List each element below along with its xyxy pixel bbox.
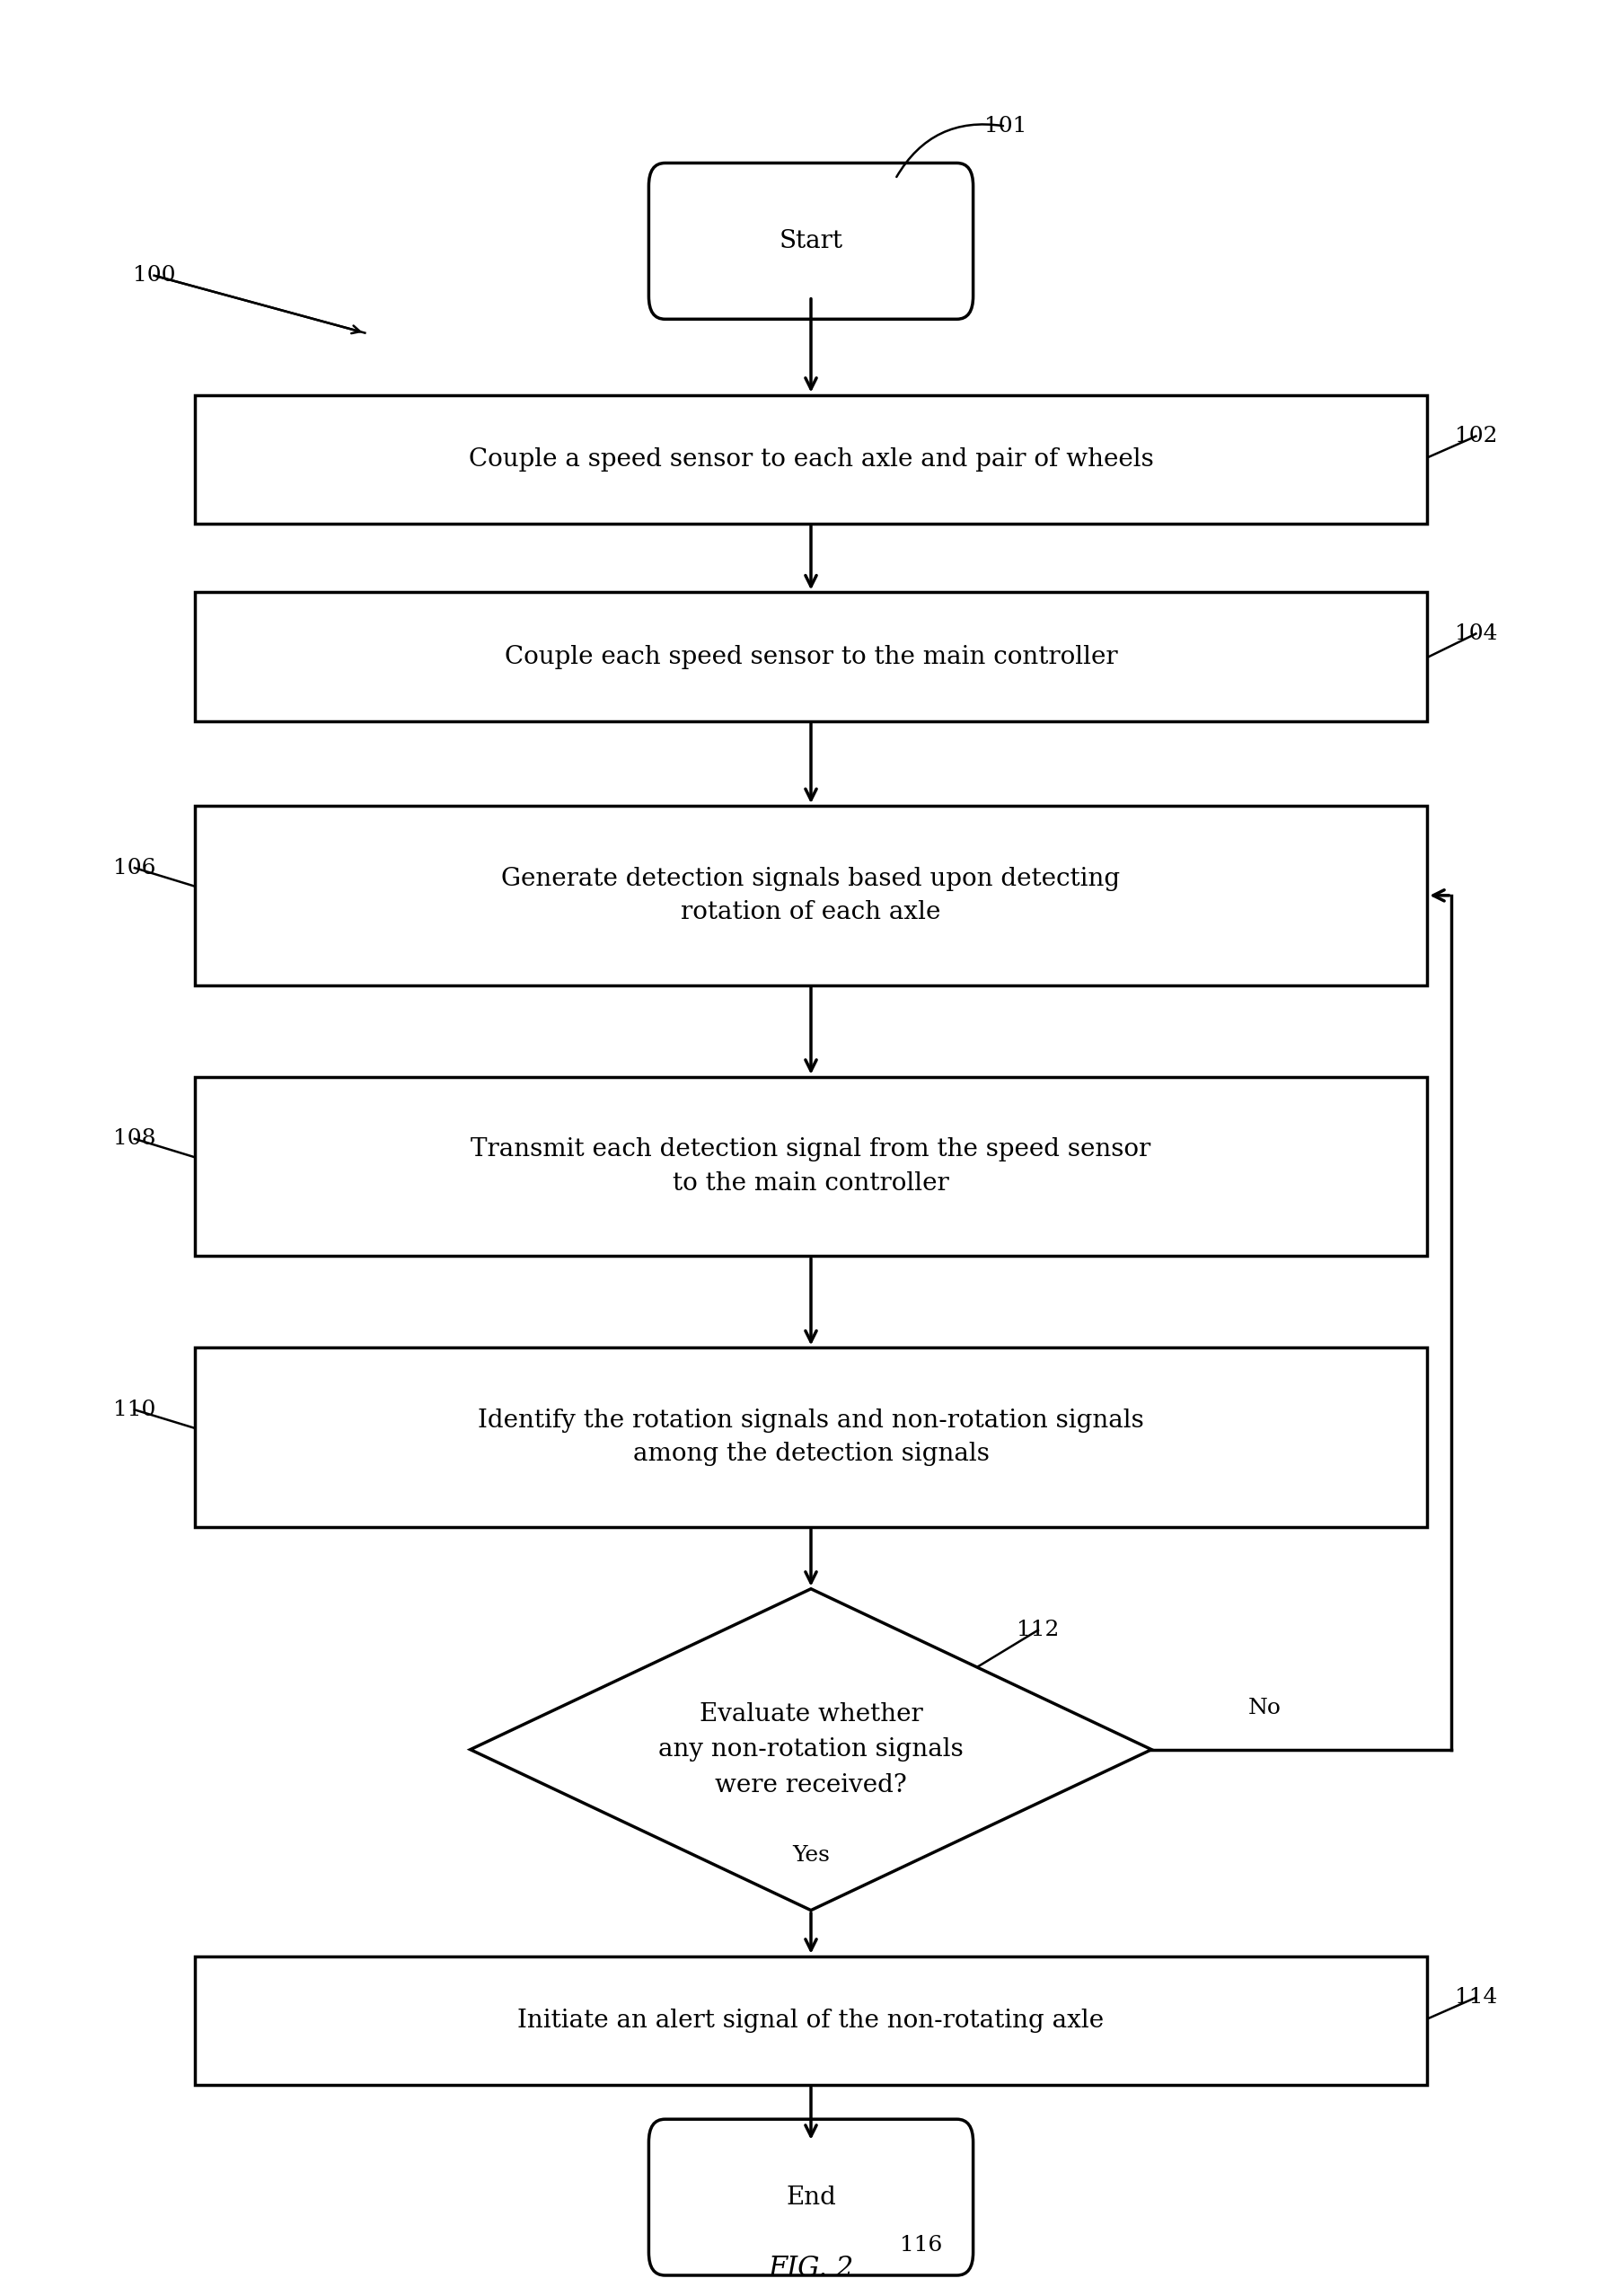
Text: No: No	[1248, 1699, 1281, 1717]
FancyBboxPatch shape	[648, 2119, 973, 2275]
Bar	[195, 1956, 1426, 2085]
Text: Identify the rotation signals and non-rotation signals
among the detection signa: Identify the rotation signals and non-ro…	[478, 1407, 1143, 1467]
Text: 116: 116	[900, 2236, 942, 2255]
Bar	[195, 1077, 1426, 1256]
Text: Couple each speed sensor to the main controller: Couple each speed sensor to the main con…	[504, 645, 1117, 668]
Text: End: End	[786, 2186, 835, 2209]
FancyBboxPatch shape	[648, 163, 973, 319]
Text: 114: 114	[1454, 1988, 1496, 2007]
Text: 101: 101	[984, 117, 1026, 135]
Text: FIG. 2: FIG. 2	[768, 2255, 853, 2282]
Text: 108: 108	[113, 1130, 156, 1148]
Bar	[195, 806, 1426, 985]
Text: Generate detection signals based upon detecting
rotation of each axle: Generate detection signals based upon de…	[501, 866, 1120, 925]
Text: 110: 110	[113, 1401, 156, 1419]
Bar	[195, 1348, 1426, 1527]
Text: Initiate an alert signal of the non-rotating axle: Initiate an alert signal of the non-rota…	[517, 2009, 1104, 2032]
Text: Transmit each detection signal from the speed sensor
to the main controller: Transmit each detection signal from the …	[470, 1137, 1151, 1196]
Text: 104: 104	[1454, 625, 1496, 643]
Text: 112: 112	[1016, 1621, 1059, 1639]
Text: Couple a speed sensor to each axle and pair of wheels: Couple a speed sensor to each axle and p…	[468, 448, 1153, 471]
Text: Start: Start	[778, 230, 843, 253]
Text: 106: 106	[113, 859, 156, 877]
Bar	[195, 395, 1426, 523]
Polygon shape	[470, 1589, 1151, 1910]
Bar	[195, 592, 1426, 721]
Text: 102: 102	[1454, 427, 1496, 445]
Text: 100: 100	[133, 266, 175, 285]
Text: Yes: Yes	[791, 1846, 830, 1864]
Text: Evaluate whether
any non-rotation signals
were received?: Evaluate whether any non-rotation signal…	[658, 1701, 963, 1798]
